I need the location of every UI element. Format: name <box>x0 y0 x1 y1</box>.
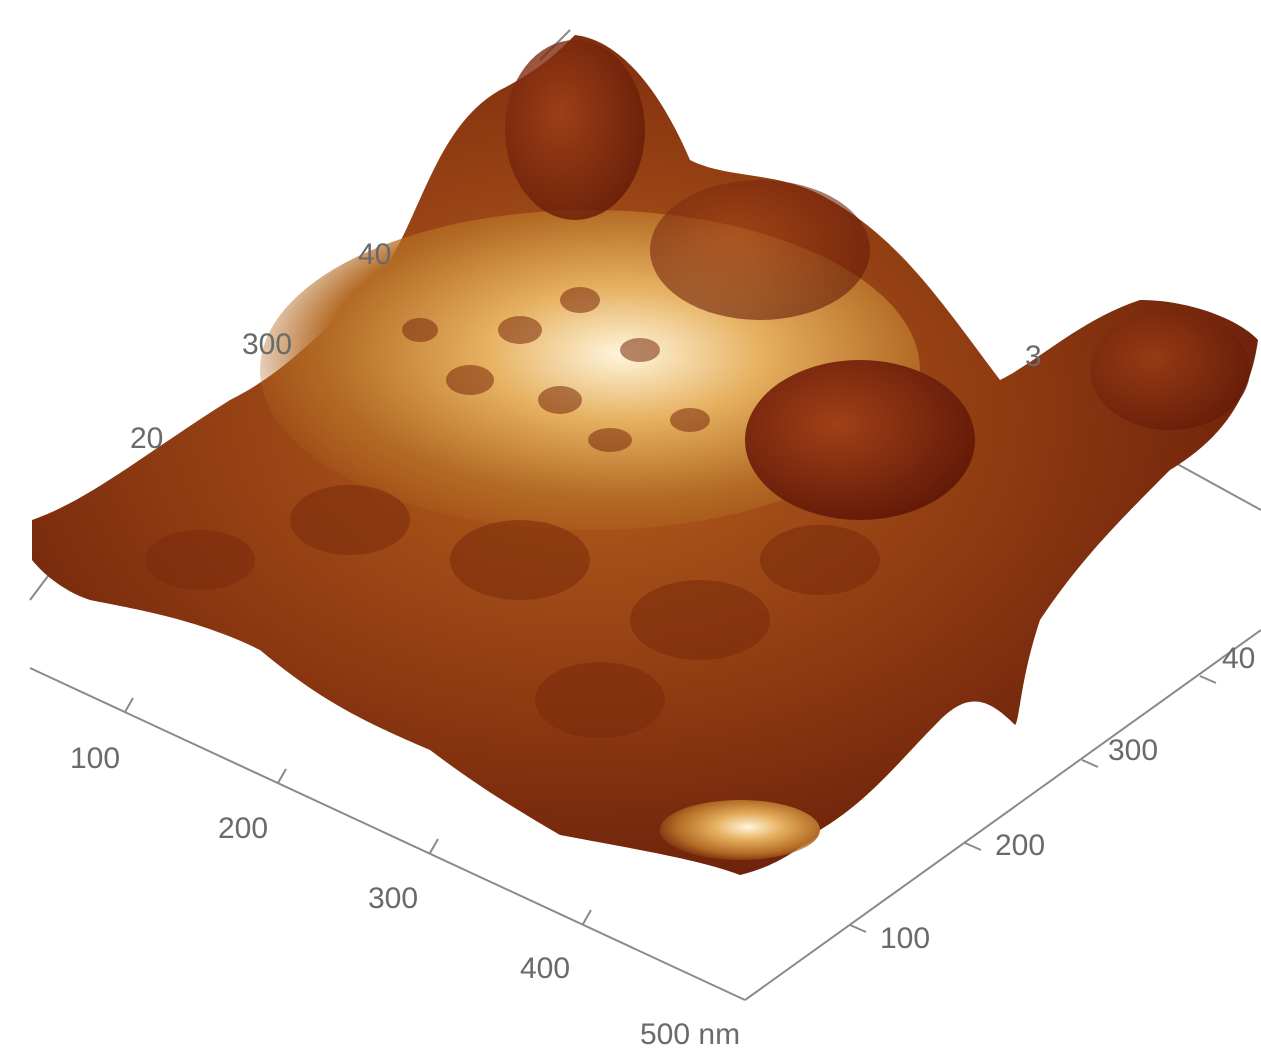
back-tick-label: 3 <box>1025 340 1042 373</box>
right-tick-label: 40 <box>1222 642 1255 675</box>
right-tick-label: 200 <box>995 829 1045 862</box>
front-ticks <box>124 697 592 925</box>
lobe <box>650 180 870 320</box>
lobe <box>505 40 645 220</box>
front-tick-label: 400 <box>520 952 570 985</box>
right-ticks <box>849 675 1217 933</box>
back-tick-label: 20 <box>130 422 163 455</box>
front-tick-label: 100 <box>70 742 120 775</box>
right-axis <box>744 629 1261 1001</box>
bright-region <box>660 800 820 860</box>
right-tick-label: 300 <box>1108 734 1158 767</box>
grain-texture <box>145 287 880 738</box>
lobe <box>745 360 975 520</box>
back-right-axis <box>1169 459 1261 511</box>
front-tick-label: 200 <box>218 812 268 845</box>
lobe <box>1090 310 1250 430</box>
back-tick-label: 40 <box>358 238 391 271</box>
right-tick-label: 100 <box>880 922 930 955</box>
front-tick-label: 300 <box>368 882 418 915</box>
back-tick-label: 300 <box>242 328 292 361</box>
front-axis <box>29 667 746 1001</box>
front-tick-label: 500 nm <box>640 1018 740 1051</box>
